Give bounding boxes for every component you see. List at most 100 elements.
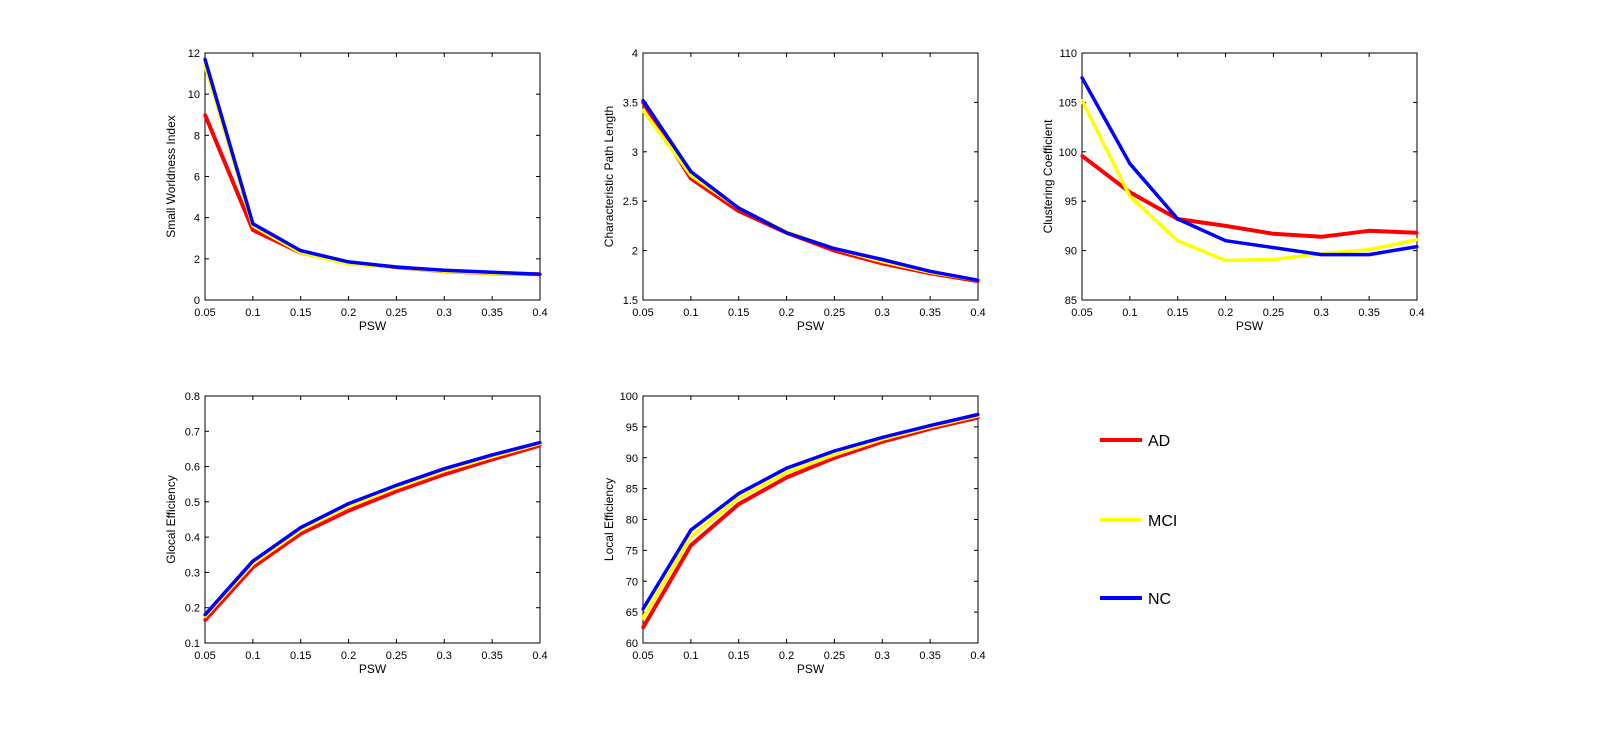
data-point-mci xyxy=(832,453,837,457)
y-tick-label: 90 xyxy=(626,453,638,465)
data-point-nc xyxy=(928,424,932,428)
data-point-ad xyxy=(346,509,351,513)
y-axis-label: Local Efficiency xyxy=(602,478,616,561)
y-axis-label: Small Worldness Index xyxy=(164,115,178,238)
x-tick-label: 0.15 xyxy=(290,650,311,662)
legend-label-nc: NC xyxy=(1148,591,1171,608)
x-tick-label: 0.05 xyxy=(632,307,653,319)
data-point-ad xyxy=(784,475,789,480)
x-tick-label: 0.1 xyxy=(683,650,698,662)
data-point-ad xyxy=(203,618,207,622)
data-point-mci xyxy=(1271,257,1276,262)
data-point-nc xyxy=(1176,217,1180,221)
x-tick-label: 0.25 xyxy=(1263,307,1284,319)
data-point-nc xyxy=(251,222,255,226)
data-point-ad xyxy=(394,489,399,493)
data-point-mci xyxy=(1128,194,1132,198)
y-tick-label: 105 xyxy=(1059,97,1077,109)
x-tick-label: 0.25 xyxy=(824,307,845,319)
data-point-nc xyxy=(538,440,542,445)
y-tick-label: 10 xyxy=(188,89,200,101)
x-tick-label: 0.35 xyxy=(481,307,502,319)
data-point-nc xyxy=(737,206,741,210)
x-tick-label: 0.4 xyxy=(1409,307,1424,319)
data-point-mci xyxy=(1223,258,1228,263)
y-tick-label: 90 xyxy=(1065,246,1077,258)
x-tick-label: 0.1 xyxy=(245,650,260,662)
data-point-ad xyxy=(1271,232,1276,236)
data-point-nc xyxy=(299,249,303,253)
axes-frame xyxy=(642,395,979,644)
y-tick-label: 100 xyxy=(1059,147,1077,159)
y-tick-label: 0.5 xyxy=(185,497,200,509)
data-point-mci xyxy=(641,616,645,620)
subplot-clustering: 0.05 0.1 0.15 0.2 0.25 0.3 0.35 0.4 85 90 95 100 105… xyxy=(1041,48,1425,333)
x-tick-label: 0.3 xyxy=(437,650,452,662)
x-axis-label: PSW xyxy=(1236,319,1264,333)
x-tick-label: 0.2 xyxy=(779,650,794,662)
y-axis-label: Clustering Coefficient xyxy=(1041,119,1055,234)
data-point-ad xyxy=(251,228,255,232)
x-tick-label: 0.4 xyxy=(970,307,985,319)
data-point-nc xyxy=(928,269,932,273)
x-tick-label: 0.2 xyxy=(341,307,356,319)
y-tick-label: 1.5 xyxy=(623,295,638,307)
data-point-nc xyxy=(641,607,645,611)
y-tick-label: 0 xyxy=(194,295,200,307)
data-point-ad xyxy=(832,456,837,460)
data-point-nc xyxy=(737,491,741,496)
x-axis-label: PSW xyxy=(797,662,825,676)
data-point-mci xyxy=(1080,98,1084,103)
data-point-nc xyxy=(346,502,351,506)
data-point-nc xyxy=(689,169,693,174)
y-tick-label: 70 xyxy=(626,576,638,588)
data-point-nc xyxy=(784,231,789,235)
y-tick-label: 85 xyxy=(1065,295,1077,307)
y-tick-label: 0.3 xyxy=(185,567,200,579)
y-tick-label: 0.8 xyxy=(185,391,200,403)
x-tick-label: 0.1 xyxy=(1122,307,1137,319)
data-point-nc xyxy=(641,98,645,103)
x-tick-label: 0.15 xyxy=(728,650,749,662)
x-tick-label: 0.15 xyxy=(1167,307,1188,319)
legend: AD MCI NC xyxy=(1100,433,1177,608)
data-point-nc xyxy=(299,526,303,530)
x-tick-label: 0.3 xyxy=(875,307,890,319)
series-line-mci xyxy=(203,441,541,618)
x-tick-label: 0.4 xyxy=(970,650,985,662)
legend-label-ad: AD xyxy=(1148,433,1170,450)
series-line-ad xyxy=(1080,154,1418,239)
y-tick-label: 8 xyxy=(194,130,200,142)
y-tick-label: 4 xyxy=(194,213,200,225)
y-tick-label: 0.4 xyxy=(185,532,200,544)
data-point-nc xyxy=(490,270,494,274)
x-tick-label: 0.4 xyxy=(532,307,547,319)
x-tick-label: 0.35 xyxy=(919,307,940,319)
data-point-nc xyxy=(442,268,446,272)
y-tick-label: 2.5 xyxy=(623,196,638,208)
series-line-nc xyxy=(203,440,541,616)
data-point-nc xyxy=(394,265,399,269)
data-point-nc xyxy=(1319,252,1323,257)
data-point-ad xyxy=(1080,154,1084,158)
legend-label-mci: MCI xyxy=(1148,513,1177,530)
x-axis-label: PSW xyxy=(359,319,387,333)
series-line-mci xyxy=(1080,99,1418,263)
data-point-nc xyxy=(1080,76,1084,80)
subplot-small-worldness: 0.05 0.1 0.15 0.2 0.25 0.3 0.35 0.4 0 2 4 6 8 10 12 PSW… xyxy=(164,48,548,333)
data-point-nc xyxy=(442,467,446,471)
data-point-nc xyxy=(880,257,884,262)
y-tick-label: 0.6 xyxy=(185,462,200,474)
y-tick-label: 2 xyxy=(194,254,200,266)
y-axis-label: Glocal Efficiency xyxy=(164,475,178,563)
x-tick-label: 0.2 xyxy=(779,307,794,319)
y-tick-label: 75 xyxy=(626,545,638,557)
data-point-ad xyxy=(299,532,303,536)
data-point-ad xyxy=(1223,224,1228,228)
data-point-ad xyxy=(689,543,693,548)
series-line-nc xyxy=(641,99,979,282)
data-point-nc xyxy=(490,453,494,457)
series-line-nc xyxy=(203,58,541,277)
y-tick-label: 12 xyxy=(188,48,200,60)
